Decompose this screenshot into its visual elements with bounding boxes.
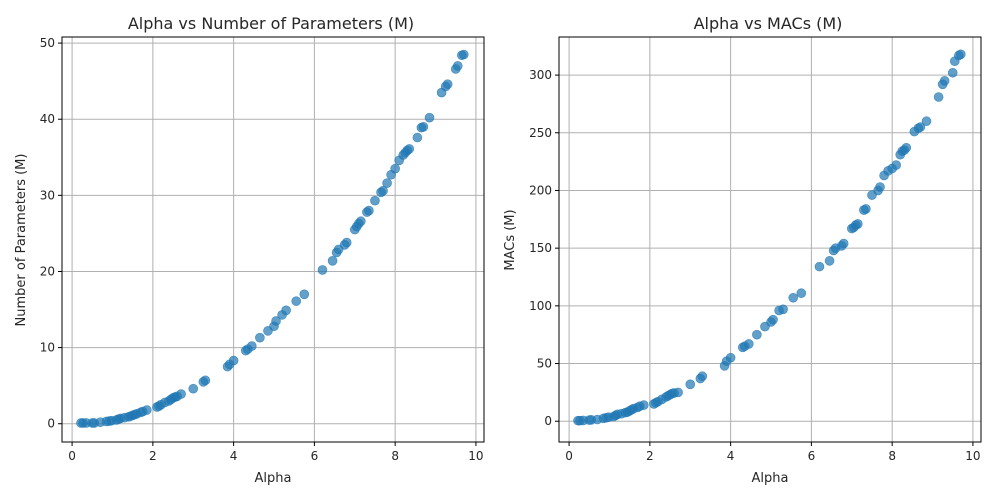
macs-data-point	[796, 288, 807, 298]
macs-x-tick-label: 4	[727, 449, 735, 463]
macs-y-tick-label: 200	[529, 183, 552, 197]
macs-data-point	[752, 329, 762, 340]
macs-x-tick-label: 8	[888, 449, 896, 463]
params-data-point	[142, 405, 152, 415]
params-y-axis-label: Number of Parameters (M)	[14, 154, 29, 327]
params-x-tick-label: 4	[230, 449, 238, 463]
macs-data-point	[915, 122, 926, 132]
params-x-tick-label: 10	[468, 449, 483, 463]
params-data-point	[364, 205, 374, 216]
params-data-point	[228, 355, 239, 366]
macs-x-axis-label: Alpha	[752, 471, 789, 486]
macs-data-point	[853, 219, 863, 229]
params-data-point	[404, 144, 415, 154]
macs-data-point	[639, 400, 649, 410]
macs-chart-panel: Alpha vs MACs (M) Alpha MACs (M) 0 2 4 6 8 10…	[503, 14, 982, 486]
params-data-point	[370, 195, 380, 206]
params-data-point	[452, 61, 463, 71]
macs-data-point	[947, 67, 958, 78]
params-y-tick-label: 20	[40, 264, 55, 278]
params-data-point	[442, 79, 453, 89]
macs-data-point	[939, 76, 950, 86]
params-data-point	[271, 316, 281, 326]
macs-data-point	[875, 182, 885, 192]
params-data-point	[378, 185, 388, 196]
macs-x-tick-label: 2	[646, 449, 654, 463]
macs-y-tick-label: 150	[529, 241, 552, 255]
macs-data-point	[778, 304, 788, 315]
macs-data-point	[743, 339, 754, 349]
params-data-point	[188, 383, 199, 394]
macs-data-point	[861, 204, 871, 214]
params-data-point	[390, 163, 400, 174]
macs-y-tick-label: 300	[529, 68, 552, 82]
macs-y-axis-label: MACs (M)	[503, 209, 518, 270]
macs-data-point	[697, 371, 708, 382]
params-chart-panel: Alpha vs Number of Parameters (M) Alpha …	[14, 14, 485, 486]
params-data-point	[281, 305, 291, 316]
macs-plot-frame	[558, 36, 982, 443]
params-data-point	[459, 49, 469, 60]
params-x-tick-label: 8	[391, 449, 399, 463]
params-data-point	[341, 237, 352, 248]
params-y-tick-label: 10	[40, 341, 55, 355]
params-x-tick-label: 0	[68, 449, 76, 463]
macs-y-tick-label: 100	[529, 299, 552, 313]
macs-data-point	[673, 387, 683, 398]
params-data-point	[317, 265, 328, 275]
macs-x-tick-label: 10	[965, 449, 980, 463]
params-chart-title: Alpha vs Number of Parameters (M)	[128, 14, 414, 33]
macs-data-point	[901, 142, 912, 153]
params-data-point	[424, 112, 435, 123]
params-y-tick-label: 50	[40, 36, 55, 50]
macs-y-tick-label: 0	[544, 414, 552, 428]
macs-data-point	[725, 352, 736, 363]
macs-data-point	[685, 379, 696, 390]
params-x-axis-label: Alpha	[255, 471, 292, 486]
params-data-point	[176, 389, 186, 399]
params-data-point	[200, 375, 211, 386]
params-data-point	[382, 178, 392, 188]
macs-data-point	[824, 256, 835, 266]
macs-y-tick-label: 50	[537, 357, 552, 371]
params-data-point	[412, 132, 423, 143]
params-data-point	[291, 296, 302, 306]
macs-data-point	[814, 261, 825, 272]
params-y-tick-label: 30	[40, 188, 55, 202]
macs-data-point	[891, 160, 901, 170]
macs-data-point	[838, 238, 849, 249]
macs-data-point	[933, 92, 944, 102]
macs-x-tick-label: 6	[808, 449, 816, 463]
params-data-point	[356, 216, 366, 227]
params-data-point	[299, 289, 310, 300]
params-x-tick-label: 2	[149, 449, 157, 463]
macs-data-point	[788, 292, 799, 303]
params-data-point	[418, 122, 429, 132]
params-data-point	[255, 332, 265, 343]
macs-data-point	[956, 49, 966, 60]
macs-data-point	[921, 116, 932, 127]
params-data-point	[327, 256, 338, 266]
params-y-tick-label: 0	[47, 417, 55, 431]
params-plot-frame	[61, 36, 485, 443]
params-x-tick-label: 6	[311, 449, 319, 463]
macs-y-tick-label: 250	[529, 126, 552, 140]
params-y-tick-label: 40	[40, 112, 55, 126]
macs-x-tick-label: 0	[565, 449, 573, 463]
macs-data-point	[768, 314, 778, 325]
macs-chart-title: Alpha vs MACs (M)	[694, 14, 843, 33]
params-data-point	[246, 341, 257, 351]
